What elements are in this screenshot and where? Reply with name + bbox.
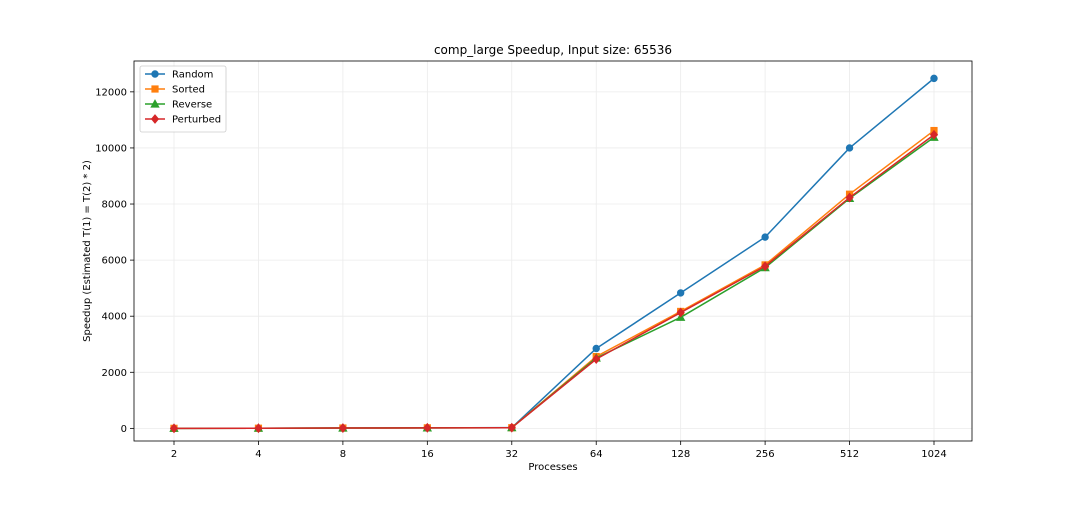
- y-tick-label: 8000: [102, 200, 127, 211]
- legend-box: [139, 65, 227, 133]
- legend-label-random: Random: [172, 70, 213, 81]
- data-point-perturbed: [676, 307, 685, 318]
- x-tick-label: 4: [255, 449, 261, 460]
- x-tick-label: 512: [840, 449, 859, 460]
- series-reverse: [169, 132, 939, 432]
- data-point-random: [676, 289, 685, 297]
- y-tick-label: 6000: [102, 256, 127, 267]
- grid-lines: [134, 61, 972, 441]
- legend-marker-reverse: [150, 99, 160, 108]
- y-tick-label: 4000: [102, 312, 127, 323]
- series-line-reverse: [173, 136, 935, 430]
- data-point-perturbed: [760, 261, 770, 272]
- legend-label-sorted: Sorted: [172, 85, 205, 96]
- series-line-sorted: [173, 129, 935, 430]
- x-axis-label: Processes: [528, 462, 577, 473]
- axes: 2 4 8 16 32 64 128 256 512 1024 0 2000 4000 6000 8000 1…: [95, 87, 947, 460]
- data-point-random: [930, 74, 938, 83]
- series-random: [170, 74, 938, 433]
- x-tick-label: 16: [421, 449, 434, 460]
- series-line-random: [173, 77, 935, 430]
- legend-item-random: Random: [145, 70, 213, 81]
- data-point-perturbed: [592, 354, 601, 365]
- series-perturbed: [169, 129, 939, 434]
- data-point-random: [761, 233, 769, 241]
- legend-label-reverse: Reverse: [172, 100, 212, 111]
- data-point-perturbed: [845, 192, 854, 203]
- x-tick-label: 1024: [921, 449, 946, 460]
- y-tick-label: 0: [121, 424, 127, 435]
- chart-title: comp_large Speedup, Input size: 65536: [434, 43, 672, 57]
- legend-item-reverse: Reverse: [145, 99, 212, 111]
- legend-item-perturbed: Perturbed: [145, 114, 221, 126]
- x-tick-label: 32: [505, 449, 518, 460]
- series-layer: [169, 74, 939, 434]
- data-point-perturbed: [423, 422, 432, 433]
- series-line-perturbed: [173, 134, 935, 430]
- data-point-random: [845, 144, 854, 152]
- plot-frame: [133, 60, 973, 442]
- data-point-perturbed: [254, 423, 263, 434]
- data-point-random: [592, 344, 600, 353]
- data-point-perturbed: [507, 422, 516, 433]
- y-tick-label: 12000: [95, 87, 127, 98]
- data-point-perturbed: [929, 129, 939, 140]
- x-tick-label: 256: [756, 449, 775, 460]
- legend-item-sorted: Sorted: [145, 85, 205, 96]
- x-tick-label: 128: [671, 449, 690, 460]
- legend: Random Sorted Reverse Perturbed: [139, 65, 227, 133]
- data-point-perturbed: [338, 423, 348, 433]
- legend-marker-sorted: [151, 85, 159, 93]
- legend-label-perturbed: Perturbed: [172, 115, 221, 126]
- legend-marker-perturbed: [150, 114, 160, 124]
- y-tick-label: 10000: [95, 143, 127, 154]
- x-tick-label: 2: [171, 449, 177, 460]
- y-tick-label: 2000: [102, 368, 127, 379]
- series-sorted: [170, 126, 938, 432]
- y-axis-label: Speedup (Estimated T(1) = T(2) * 2): [82, 160, 93, 342]
- legend-marker-random: [151, 70, 159, 78]
- data-point-perturbed: [169, 423, 179, 434]
- x-tick-label: 64: [590, 449, 603, 460]
- x-tick-label: 8: [340, 449, 346, 460]
